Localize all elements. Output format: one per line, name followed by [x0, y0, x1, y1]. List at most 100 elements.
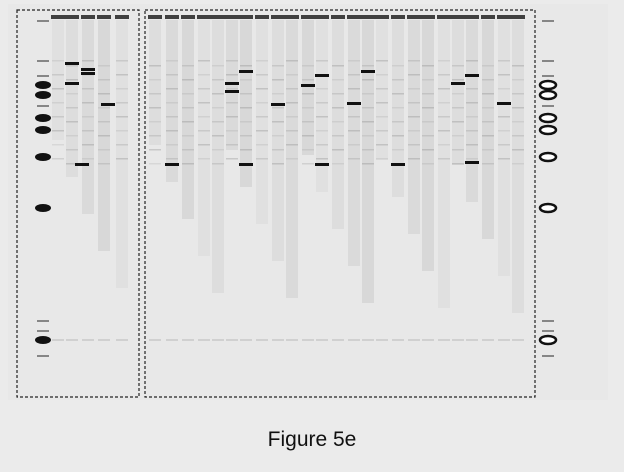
faint-band [256, 130, 268, 132]
faint-band [466, 158, 478, 160]
faint-band [52, 144, 64, 146]
faint-band [332, 163, 344, 165]
faint-band [348, 116, 360, 118]
lane-smear [362, 20, 374, 303]
faint-band [348, 339, 360, 341]
faint-band [332, 65, 344, 67]
faint-band [149, 339, 161, 341]
faint-band [498, 144, 510, 146]
dark-band [315, 74, 329, 77]
dark-band [239, 163, 253, 166]
lane-smear [149, 20, 161, 145]
faint-band [422, 149, 434, 151]
faint-band [302, 339, 314, 341]
faint-band [212, 135, 224, 137]
dark-band [315, 163, 329, 166]
faint-band [498, 74, 510, 76]
faint-band [376, 130, 388, 132]
faint-band [512, 65, 524, 67]
faint-band [466, 88, 478, 90]
dark-band [347, 102, 361, 105]
faint-band [226, 102, 238, 104]
faint-band [376, 158, 388, 160]
ladder-faint [37, 320, 49, 322]
faint-band [332, 121, 344, 123]
faint-band [422, 93, 434, 95]
faint-band [438, 130, 450, 132]
faint-band [226, 88, 238, 90]
faint-band [376, 339, 388, 341]
faint-band [256, 144, 268, 146]
well-band [497, 15, 511, 19]
well-band [437, 15, 451, 19]
faint-band [226, 144, 238, 146]
faint-band [166, 102, 178, 104]
faint-band [362, 339, 374, 341]
faint-band [332, 149, 344, 151]
dark-band [75, 163, 89, 166]
right-panel-outline [144, 9, 536, 398]
faint-band [149, 135, 161, 137]
faint-band [116, 116, 128, 118]
faint-band [82, 88, 94, 90]
faint-band [98, 121, 110, 123]
faint-band [408, 130, 420, 132]
faint-band [82, 116, 94, 118]
faint-band [98, 65, 110, 67]
faint-band [452, 93, 464, 95]
faint-band [482, 65, 494, 67]
faint-band [212, 93, 224, 95]
faint-band [52, 339, 64, 341]
faint-band [66, 65, 78, 67]
faint-band [512, 93, 524, 95]
faint-band [466, 116, 478, 118]
faint-band [198, 88, 210, 90]
ladder-band [538, 79, 558, 91]
faint-band [482, 121, 494, 123]
faint-band [466, 144, 478, 146]
faint-band [272, 339, 284, 341]
faint-band [362, 79, 374, 81]
faint-band [286, 339, 298, 341]
faint-band [52, 60, 64, 62]
faint-band [392, 339, 404, 341]
faint-band [512, 79, 524, 81]
well-band [511, 15, 525, 19]
lane-smear [452, 20, 464, 165]
dark-band [225, 90, 239, 93]
well-band [271, 15, 285, 19]
ladder-faint [542, 20, 554, 22]
faint-band [498, 116, 510, 118]
faint-band [212, 163, 224, 165]
faint-band [116, 144, 128, 146]
faint-band [182, 163, 194, 165]
faint-band [66, 121, 78, 123]
dark-band [239, 70, 253, 73]
well-band [211, 15, 225, 19]
faint-band [116, 158, 128, 160]
faint-band [226, 74, 238, 76]
lane-smear [348, 20, 360, 266]
faint-band [226, 339, 238, 341]
well-band [181, 15, 195, 19]
faint-band [316, 60, 328, 62]
lane-smear [482, 20, 494, 239]
well-band [148, 15, 162, 19]
faint-band [240, 135, 252, 137]
faint-band [286, 130, 298, 132]
faint-band [116, 88, 128, 90]
faint-band [256, 74, 268, 76]
ladder-band [35, 153, 51, 161]
well-band [81, 15, 95, 19]
lane-smear [116, 20, 128, 288]
faint-band [452, 107, 464, 109]
faint-band [198, 60, 210, 62]
well-band [51, 15, 65, 19]
faint-band [272, 65, 284, 67]
faint-band [302, 135, 314, 137]
ladder-faint [542, 105, 554, 107]
faint-band [512, 339, 524, 341]
faint-band [82, 158, 94, 160]
faint-band [66, 107, 78, 109]
faint-band [482, 79, 494, 81]
